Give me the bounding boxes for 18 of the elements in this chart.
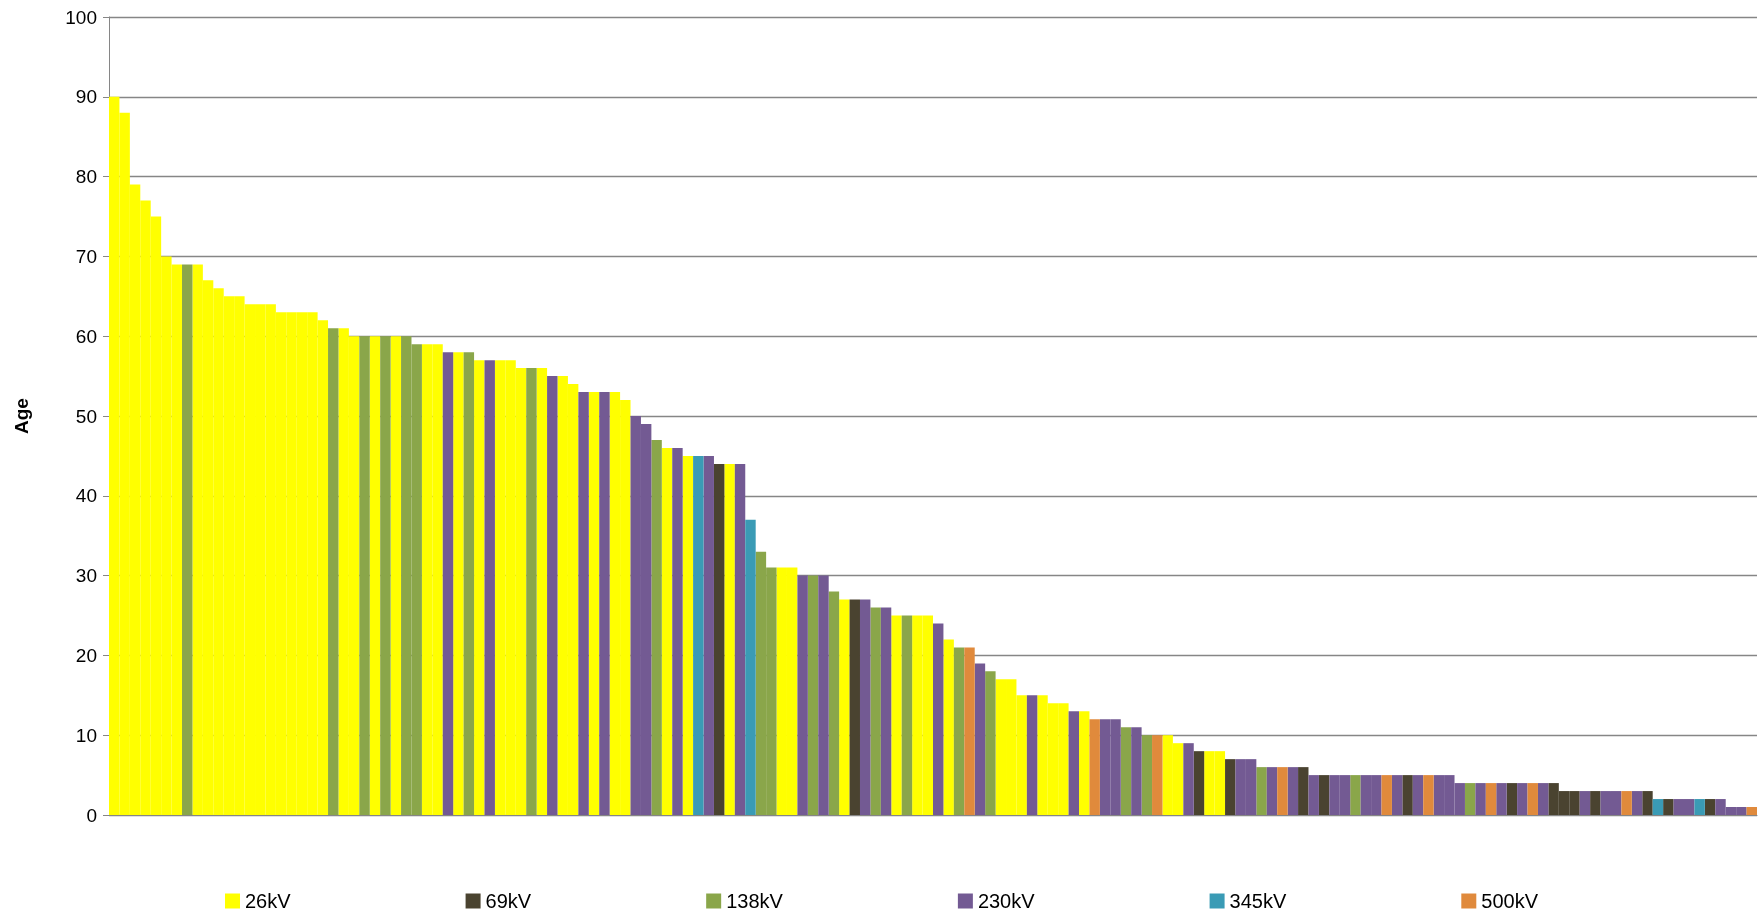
- legend-label: 230kV: [977, 890, 1036, 912]
- y-tick-label: 70: [75, 245, 97, 267]
- legend-label: 500kV: [1481, 890, 1539, 912]
- legend-label: 345kV: [1229, 890, 1287, 912]
- y-tick-label: 10: [75, 724, 97, 746]
- y-tick-label: 30: [75, 565, 97, 587]
- y-tick-label: 100: [65, 6, 97, 28]
- y-tick-label: 50: [75, 405, 97, 427]
- y-tick-label: 20: [75, 644, 97, 666]
- y-tick-label: 0: [86, 804, 97, 826]
- legend-label: 69kV: [485, 890, 532, 912]
- legend-label: 138kV: [726, 890, 784, 912]
- y-tick-label: 80: [75, 166, 97, 188]
- y-tick-label: 90: [75, 86, 97, 108]
- legend-label: 26kV: [245, 890, 292, 912]
- y-tick-label: 60: [75, 325, 97, 347]
- y-tick-label: 40: [75, 485, 97, 507]
- y-axis-title: Age: [11, 398, 32, 434]
